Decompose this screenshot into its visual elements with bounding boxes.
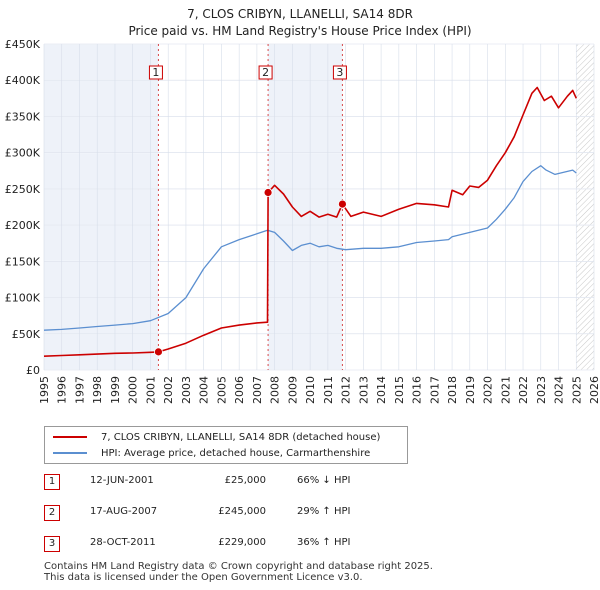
price-chart: 1 2 3 £0 £50K £100K £150K £200K £250K £300K £350K…: [5, 7, 600, 404]
x-tick-label: 1997: [73, 376, 86, 404]
x-axis-ticks: 1995 1996 1997 1998 1999 2000 2001 2002 2003 2004…: [38, 376, 600, 404]
sale-hpi-change: 29% ↑ HPI: [297, 506, 351, 517]
sale-period-shade: [342, 44, 594, 370]
sale-row: 3 28-OCT-2011 £229,000 36% ↑ HPI: [44, 536, 384, 567]
x-tick-label: 2000: [127, 376, 140, 404]
x-tick-label: 2025: [570, 376, 583, 404]
sale-period-shades: [158, 44, 594, 370]
x-tick-label: 2007: [251, 376, 264, 404]
x-tick-label: 2009: [286, 376, 299, 404]
x-tick-label: 2005: [215, 376, 228, 404]
sale-marker-label: 2: [262, 66, 269, 79]
legend: 7, CLOS CRIBYN, LLANELLI, SA14 8DR (deta…: [44, 426, 408, 464]
sale-marker-box: [148, 65, 163, 80]
x-tick-label: 2010: [304, 376, 317, 404]
legend-item-hpi: HPI: Average price, detached house, Carm…: [53, 445, 370, 461]
sale-hpi-change: 66% ↓ HPI: [297, 475, 351, 486]
x-tick-label: 2014: [375, 376, 388, 404]
y-tick-label: £100K: [5, 292, 41, 305]
x-tick-label: 1998: [91, 376, 104, 404]
y-tick-label: £450K: [5, 38, 41, 51]
y-tick-label: £0: [26, 364, 40, 377]
y-tick-label: £200K: [5, 219, 41, 232]
sale-price: £229,000: [218, 537, 266, 548]
sale-number-badge: 1: [44, 474, 60, 490]
x-tick-label: 2017: [428, 376, 441, 404]
x-tick-label: 2026: [588, 376, 600, 404]
x-tick-label: 2012: [340, 376, 353, 404]
sale-points: [154, 188, 347, 357]
sale-period-shade: [158, 44, 269, 370]
footer-attribution: Contains HM Land Registry data © Crown c…: [44, 561, 433, 583]
sale-date: 28-OCT-2011: [90, 537, 156, 548]
x-tick-label: 2024: [553, 376, 566, 404]
sale-marker-boxes: 1 2 3: [148, 65, 347, 80]
future-hatch-area: [576, 44, 594, 370]
x-tick-label: 2021: [499, 376, 512, 404]
legend-label-hpi: HPI: Average price, detached house, Carm…: [101, 447, 371, 459]
y-tick-label: £150K: [5, 255, 41, 268]
y-tick-label: £300K: [5, 147, 41, 160]
x-tick-label: 2006: [233, 376, 246, 404]
sale-marker-box: [258, 65, 273, 80]
x-tick-label: 2023: [535, 376, 548, 404]
x-tick-label: 1996: [56, 376, 69, 404]
grid-lines: [43, 43, 595, 371]
sale-marker-label: 3: [336, 66, 343, 79]
x-tick-label: 2015: [393, 376, 406, 404]
legend-item-property: 7, CLOS CRIBYN, LLANELLI, SA14 8DR (deta…: [53, 429, 380, 445]
sale-date: 17-AUG-2007: [90, 506, 158, 517]
y-tick-label: £50K: [12, 328, 41, 341]
legend-swatch-property: [53, 436, 87, 438]
x-tick-label: 2003: [180, 376, 193, 404]
sale-number-badge: 2: [44, 505, 60, 521]
series-line: [43, 165, 577, 331]
sale-row: 2 17-AUG-2007 £245,000 29% ↑ HPI: [44, 505, 384, 536]
chart-subtitle: Price paid vs. HM Land Registry's House …: [128, 24, 471, 38]
sale-hpi-change: 36% ↑ HPI: [297, 537, 351, 548]
sale-marker-label: 1: [152, 66, 159, 79]
y-axis-ticks: £0 £50K £100K £150K £200K £250K £300K £350K £400…: [5, 38, 41, 377]
footer-line-licence: This data is licensed under the Open Gov…: [44, 572, 363, 583]
sale-number-badge: 3: [44, 536, 60, 552]
x-tick-label: 2002: [162, 376, 175, 404]
sale-row: 1 12-JUN-2001 £25,000 66% ↓ HPI: [44, 474, 384, 505]
y-tick-label: £250K: [5, 183, 41, 196]
legend-label-property: 7, CLOS CRIBYN, LLANELLI, SA14 8DR (deta…: [101, 431, 381, 443]
x-tick-label: 2020: [482, 376, 495, 404]
x-tick-label: 2022: [517, 376, 530, 404]
sales-table: 1 12-JUN-2001 £25,000 66% ↓ HPI 2 17-AUG…: [44, 474, 384, 567]
sale-point: [338, 199, 347, 209]
x-tick-label: 2008: [269, 376, 282, 404]
sale-point: [263, 188, 273, 197]
future-hatch: [576, 44, 594, 370]
sale-price: £245,000: [218, 506, 266, 517]
sale-point: [154, 347, 163, 357]
y-tick-label: £350K: [5, 110, 41, 123]
x-tick-label: 1999: [109, 376, 122, 404]
x-tick-label: 1995: [38, 376, 51, 404]
legend-swatch-hpi: [53, 452, 87, 454]
sale-price: £25,000: [224, 475, 266, 486]
y-tick-label: £400K: [5, 74, 41, 87]
x-tick-label: 2013: [357, 376, 370, 404]
x-tick-label: 2011: [322, 376, 335, 404]
sale-marker-box: [332, 65, 347, 80]
x-tick-label: 2004: [198, 376, 211, 404]
x-tick-label: 2016: [411, 376, 424, 404]
chart-title: 7, CLOS CRIBYN, LLANELLI, SA14 8DR: [187, 7, 413, 21]
x-tick-label: 2001: [144, 376, 157, 404]
x-tick-label: 2018: [446, 376, 459, 404]
footer-line-copyright: Contains HM Land Registry data © Crown c…: [44, 561, 433, 572]
x-tick-label: 2019: [464, 376, 477, 404]
sale-date: 12-JUN-2001: [90, 475, 154, 486]
